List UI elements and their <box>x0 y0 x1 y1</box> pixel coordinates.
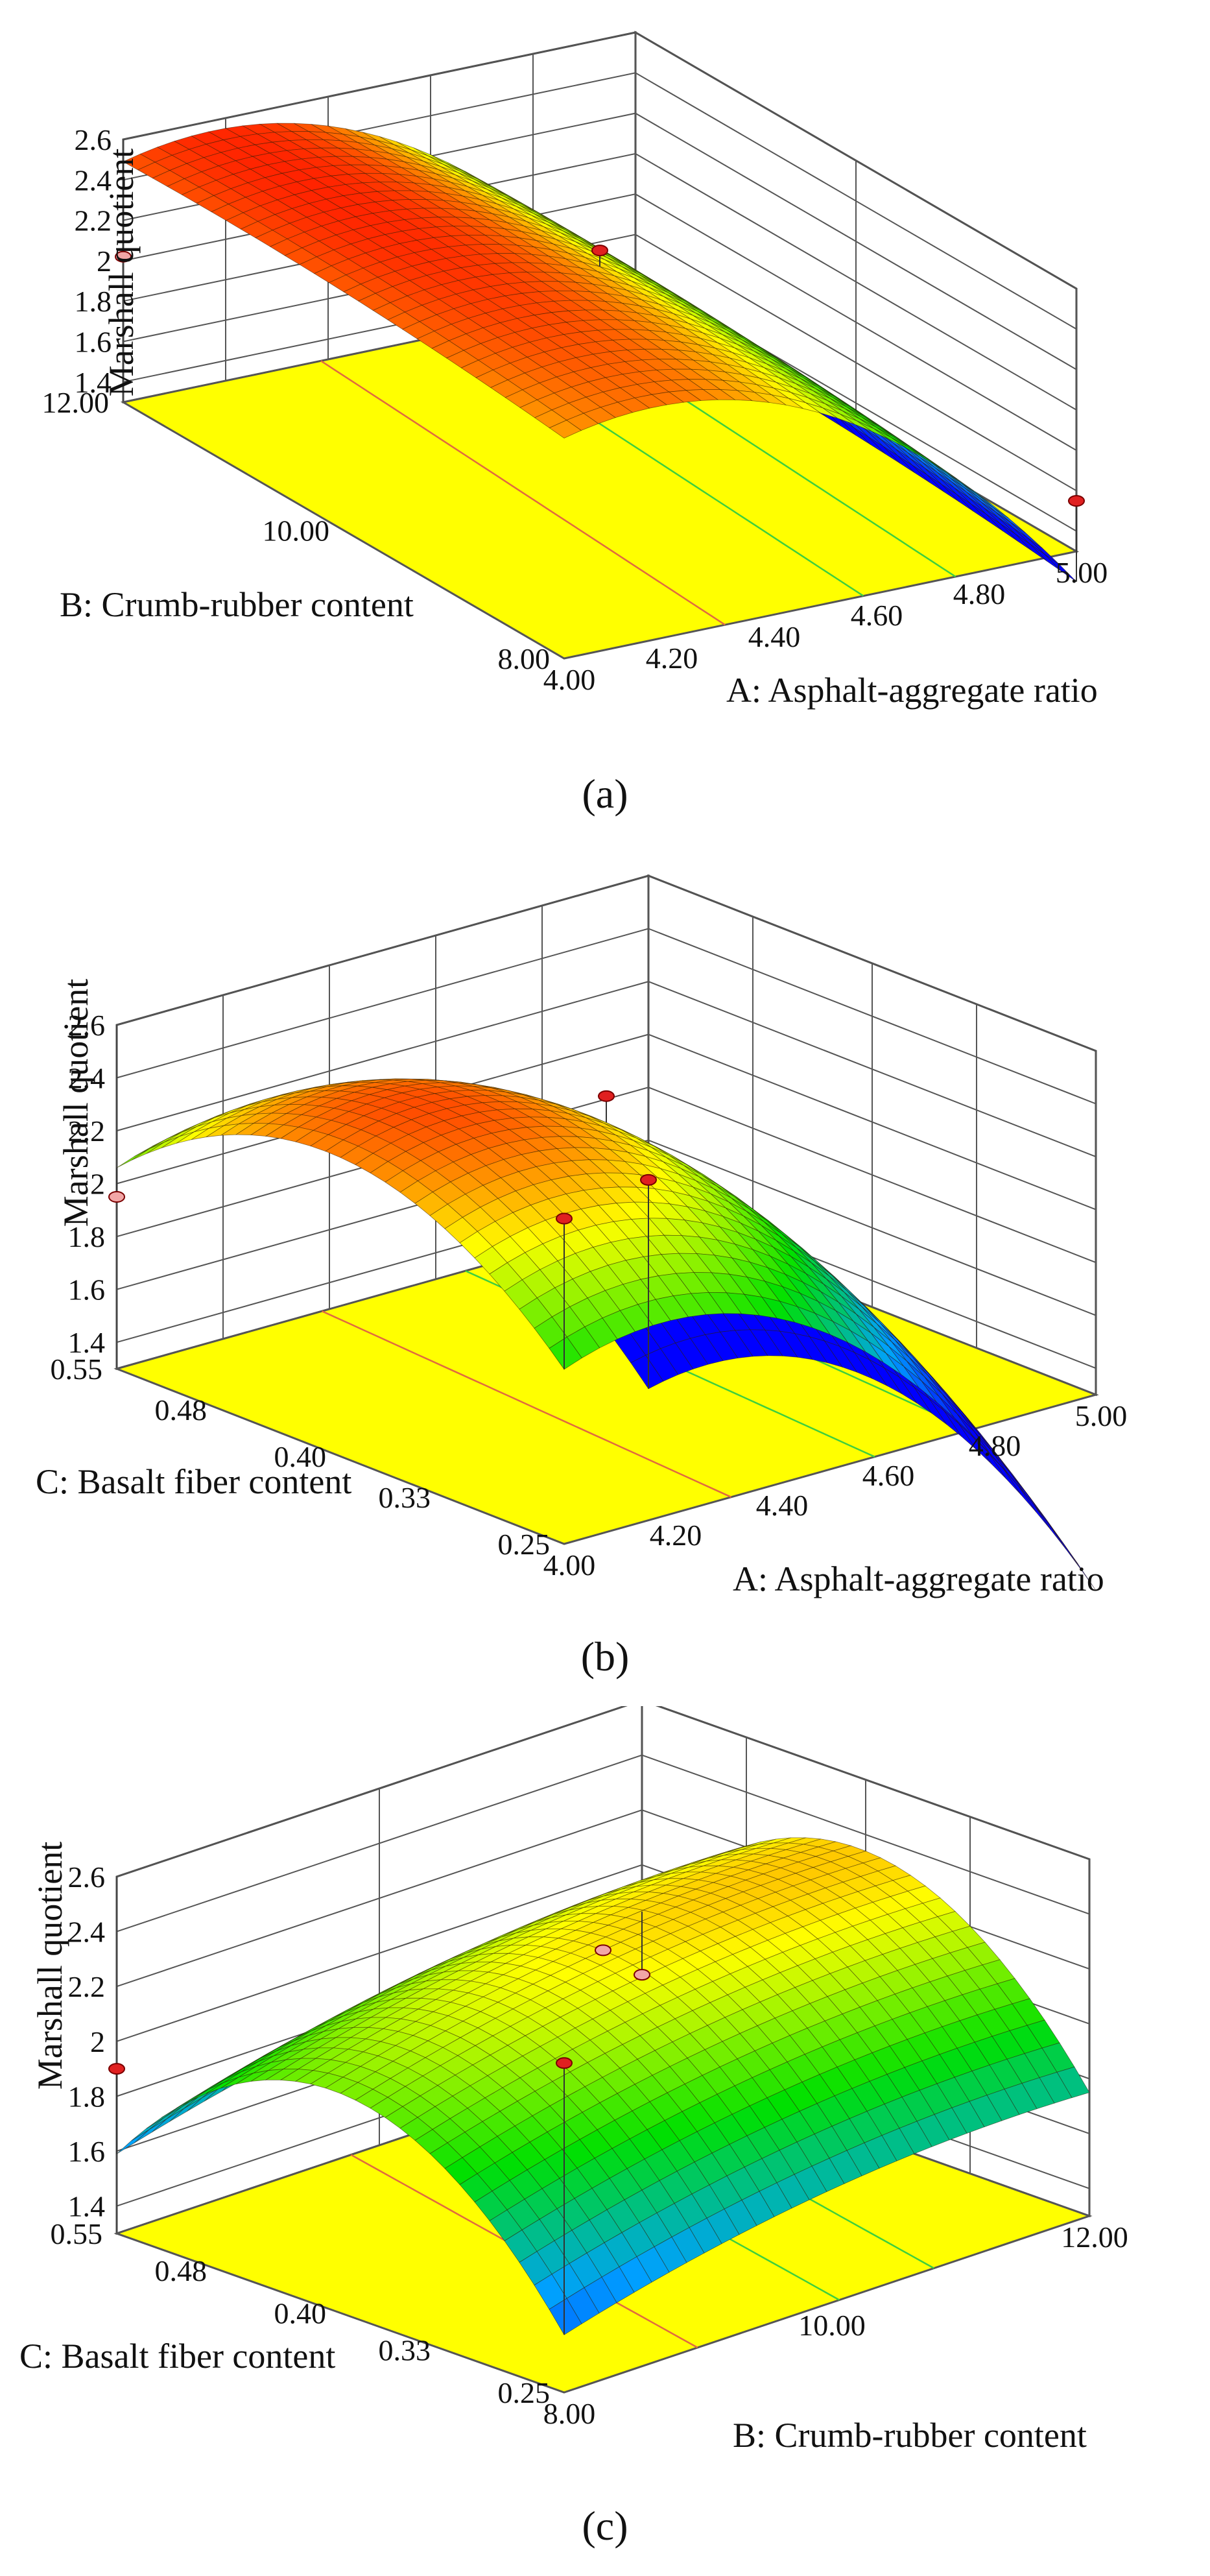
y-tick-label: 8.00 <box>498 642 551 675</box>
x-tick-label: 4.40 <box>756 1489 809 1522</box>
z-tick-label: 2.6 <box>68 1860 106 1894</box>
surface-cell <box>1003 1469 1037 1513</box>
surface-cell <box>151 2108 185 2133</box>
y-tick-label: 0.55 <box>51 2217 103 2250</box>
z-tick-label: 1.8 <box>68 2080 106 2113</box>
x-tick-label: 4.80 <box>969 1429 1021 1462</box>
y-axis-label: C: Basalt fiber content <box>36 1462 351 1501</box>
surface-group <box>113 1706 1093 2394</box>
surface-cell <box>146 1136 180 1154</box>
x-tick-label: 4.20 <box>650 1519 702 1552</box>
z-tick-label: 2 <box>90 2025 105 2058</box>
y-tick-label: 0.25 <box>498 1528 551 1561</box>
x-axis-label: B: Crumb-rubber content <box>733 2416 1087 2455</box>
design-point <box>598 1090 615 1102</box>
z-tick-label: 1.6 <box>75 326 112 359</box>
design-point <box>1068 495 1085 507</box>
x-tick-label: 4.00 <box>543 1548 596 1582</box>
z-axis-label: Marshall quotient <box>102 149 141 396</box>
design-point <box>556 1212 573 1225</box>
surface-group <box>120 30 1080 660</box>
design-point <box>640 1174 657 1186</box>
z-tick-label: 1.8 <box>75 285 112 318</box>
x-tick-label: 4.40 <box>748 620 801 653</box>
x-tick-label: 12.00 <box>1061 2221 1128 2254</box>
y-tick-label: 0.33 <box>379 1481 431 1514</box>
x-tick-label: 4.20 <box>646 642 698 675</box>
y-tick-label: 0.40 <box>274 2297 327 2330</box>
y-tick-label: 0.25 <box>498 2376 551 2409</box>
z-axis-label: Marshall quotient <box>30 1842 69 2089</box>
y-tick-label: 0.48 <box>155 2254 208 2287</box>
y-axis-label: B: Crumb-rubber content <box>60 585 414 624</box>
x-tick-label: 5.00 <box>1056 556 1108 589</box>
design-point <box>595 1944 611 1956</box>
y-tick-label: 0.55 <box>51 1353 103 1386</box>
design-point <box>115 250 132 263</box>
surface-cell <box>148 2106 182 2130</box>
design-point <box>634 1969 650 1981</box>
x-tick-label: 4.60 <box>851 599 903 632</box>
surface-cell <box>131 1142 165 1161</box>
design-point <box>108 2063 125 2075</box>
z-tick-label: 2 <box>97 245 112 278</box>
z-tick-label: 2.2 <box>75 204 112 237</box>
x-tick-label: 4.00 <box>543 663 596 696</box>
z-gridline <box>116 874 1097 1052</box>
x-tick-label: 8.00 <box>543 2397 596 2430</box>
z-tick-label: 2.6 <box>68 1009 106 1042</box>
x-tick-label: 10.00 <box>798 2309 866 2342</box>
z-tick-label: 2.6 <box>75 123 112 156</box>
surface-cell <box>166 2096 200 2119</box>
floor-contour <box>321 1310 732 1498</box>
z-gridline <box>116 928 1097 1105</box>
design-point <box>108 1191 125 1203</box>
chart-panel-a: 1.4 1.6 1.8 2 2.2 2.4 2.6 4.00 4.20 4.40 4.60 4.80 5… <box>42 30 1108 817</box>
chart-panel-c: 1.4 1.6 1.8 2 2.2 2.4 2.6 8.00 10.00 12.00 0.25 0.3… <box>19 1706 1128 2549</box>
chart-panel-b: 1.4 1.6 1.8 2 2.2 2.4 2.6 4.00 4.20 4.40 4.60 4.80 5… <box>36 874 1128 1679</box>
marks-group: 1.4 1.6 1.8 2 2.2 2.4 2.6 4.00 4.20 4.40 4.60 4.80 5… <box>42 123 1108 696</box>
y-axis-label: C: Basalt fiber content <box>19 2337 335 2376</box>
y-tick-label: 12.00 <box>42 386 110 419</box>
z-gridline <box>116 1706 1090 1877</box>
surface-cell <box>549 1336 582 1370</box>
z-tick-label: 1.4 <box>75 366 112 399</box>
y-tick-label: 0.33 <box>379 2334 431 2367</box>
z-tick-label: 2.4 <box>75 163 112 197</box>
marks-group: 1.4 1.6 1.8 2 2.2 2.4 2.6 4.00 4.20 4.40 4.60 4.80 5… <box>51 1009 1128 1582</box>
surface-group <box>113 874 1099 1591</box>
x-tick-label: 5.00 <box>1075 1399 1128 1432</box>
y-tick-label: 0.48 <box>155 1393 208 1426</box>
z-tick-label: 2.2 <box>68 1114 106 1148</box>
z-axis-label: Marshall quotient <box>56 979 95 1227</box>
surface-cell <box>1018 1486 1052 1531</box>
z-tick-label: 1.8 <box>68 1220 106 1253</box>
z-tick-label: 2 <box>90 1168 105 1201</box>
y-tick-label: 10.00 <box>263 514 330 548</box>
z-tick-label: 2.4 <box>68 1916 106 1949</box>
z-tick-label: 2.4 <box>68 1062 106 1095</box>
panel-caption: (c) <box>582 2503 628 2549</box>
surface-cell <box>549 420 582 439</box>
surface-cell <box>549 2298 582 2335</box>
design-point <box>591 245 608 257</box>
z-tick-label: 1.4 <box>68 1326 106 1359</box>
floor-contour <box>320 360 726 626</box>
z-tick-label: 1.6 <box>68 1273 106 1306</box>
x-axis-label: A: Asphalt-aggregate ratio <box>726 671 1098 710</box>
y-tick-label: 0.40 <box>274 1440 327 1473</box>
design-point <box>556 2057 573 2069</box>
panel-caption: (b) <box>581 1633 630 1679</box>
x-axis-label: A: Asphalt-aggregate ratio <box>733 1559 1104 1598</box>
x-tick-label: 4.60 <box>862 1459 915 1492</box>
marks-group: 1.4 1.6 1.8 2 2.2 2.4 2.6 8.00 10.00 12.00 0.25 0.3… <box>51 1860 1128 2430</box>
panel-caption: (a) <box>582 771 628 817</box>
z-tick-label: 2.2 <box>68 1970 106 2003</box>
z-tick-label: 1.6 <box>68 2135 106 2168</box>
z-tick-label: 1.4 <box>68 2190 106 2223</box>
x-tick-label: 4.80 <box>953 577 1006 610</box>
